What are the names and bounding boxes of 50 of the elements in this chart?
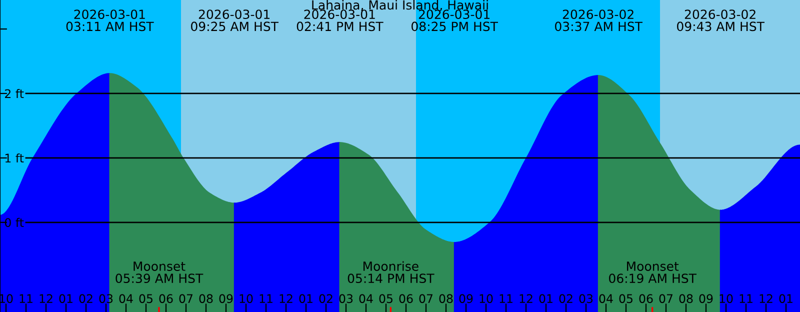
x-tick-label: 06 [399, 294, 413, 304]
x-tick-label: 11 [20, 294, 32, 303]
x-tick-label: 08 [199, 294, 213, 304]
annotation: 2026-03-01 09:25 AM HST [191, 10, 279, 32]
x-tick-label: 01 [299, 294, 312, 304]
x-tick-label: 01 [539, 294, 552, 304]
x-tick-label: 09 [219, 294, 233, 304]
annotation: Moonset 05:39 AM HST [116, 262, 204, 284]
x-tick-label: 11 [740, 294, 752, 303]
x-tick-label: 06 [159, 294, 173, 304]
y-tick-label: 0 ft [4, 218, 24, 228]
x-tick-label: 09 [699, 294, 713, 304]
x-tick-label: 04 [119, 294, 133, 304]
x-tick-label: 09 [459, 294, 473, 304]
annotation: Moonrise 05:14 PM HST [348, 261, 434, 284]
x-tick-label: 11 [500, 294, 512, 303]
x-tick-label: 07 [419, 294, 432, 304]
annotation: 2026-03-01 02:41 PM HST [296, 10, 384, 32]
annotation: 2026-03-01 03:11 AM HST [66, 10, 154, 32]
x-tick-label: 10 [240, 294, 253, 304]
y-tick-label: 2 ft [5, 88, 24, 98]
x-tick-label: 07 [659, 294, 672, 304]
x-tick-label: 10 [480, 294, 493, 304]
x-tick-label: 12 [40, 294, 52, 303]
x-tick-label: 12 [760, 294, 772, 303]
x-tick-label: 02 [79, 294, 92, 304]
x-tick-label: 10 [0, 294, 13, 304]
x-tick-label: 04 [359, 294, 373, 304]
annotation: 2026-03-02 09:43 AM HST [677, 10, 765, 32]
chart-title: Lahaina, Maui Island, Hawaii [312, 0, 488, 11]
x-tick-label: 03 [579, 294, 593, 304]
annotation: 2026-03-02 03:37 AM HST [555, 10, 643, 32]
x-tick-label: 08 [679, 294, 693, 304]
x-tick-label: 12 [520, 294, 532, 303]
x-tick-label: 05 [379, 294, 392, 304]
x-tick-label: 11 [260, 294, 272, 303]
x-tick-label: 05 [139, 294, 152, 304]
x-tick-label: 07 [179, 294, 192, 304]
x-tick-label: 05 [619, 294, 632, 304]
x-tick-label: 08 [439, 294, 453, 304]
x-tick-label: 02 [559, 294, 572, 304]
x-tick-label: 02 [319, 294, 332, 304]
x-tick-label: 01 [779, 294, 792, 304]
x-tick-label: 12 [280, 294, 292, 303]
x-tick-label: 04 [599, 294, 613, 304]
y-tick-label: 1 ft [5, 153, 24, 162]
annotation: 2026-03-01 08:25 PM HST [412, 10, 498, 32]
x-tick-label: 06 [639, 294, 653, 304]
x-tick-label: 01 [59, 294, 72, 304]
annotation: Moonset 06:19 AM HST [609, 262, 697, 284]
